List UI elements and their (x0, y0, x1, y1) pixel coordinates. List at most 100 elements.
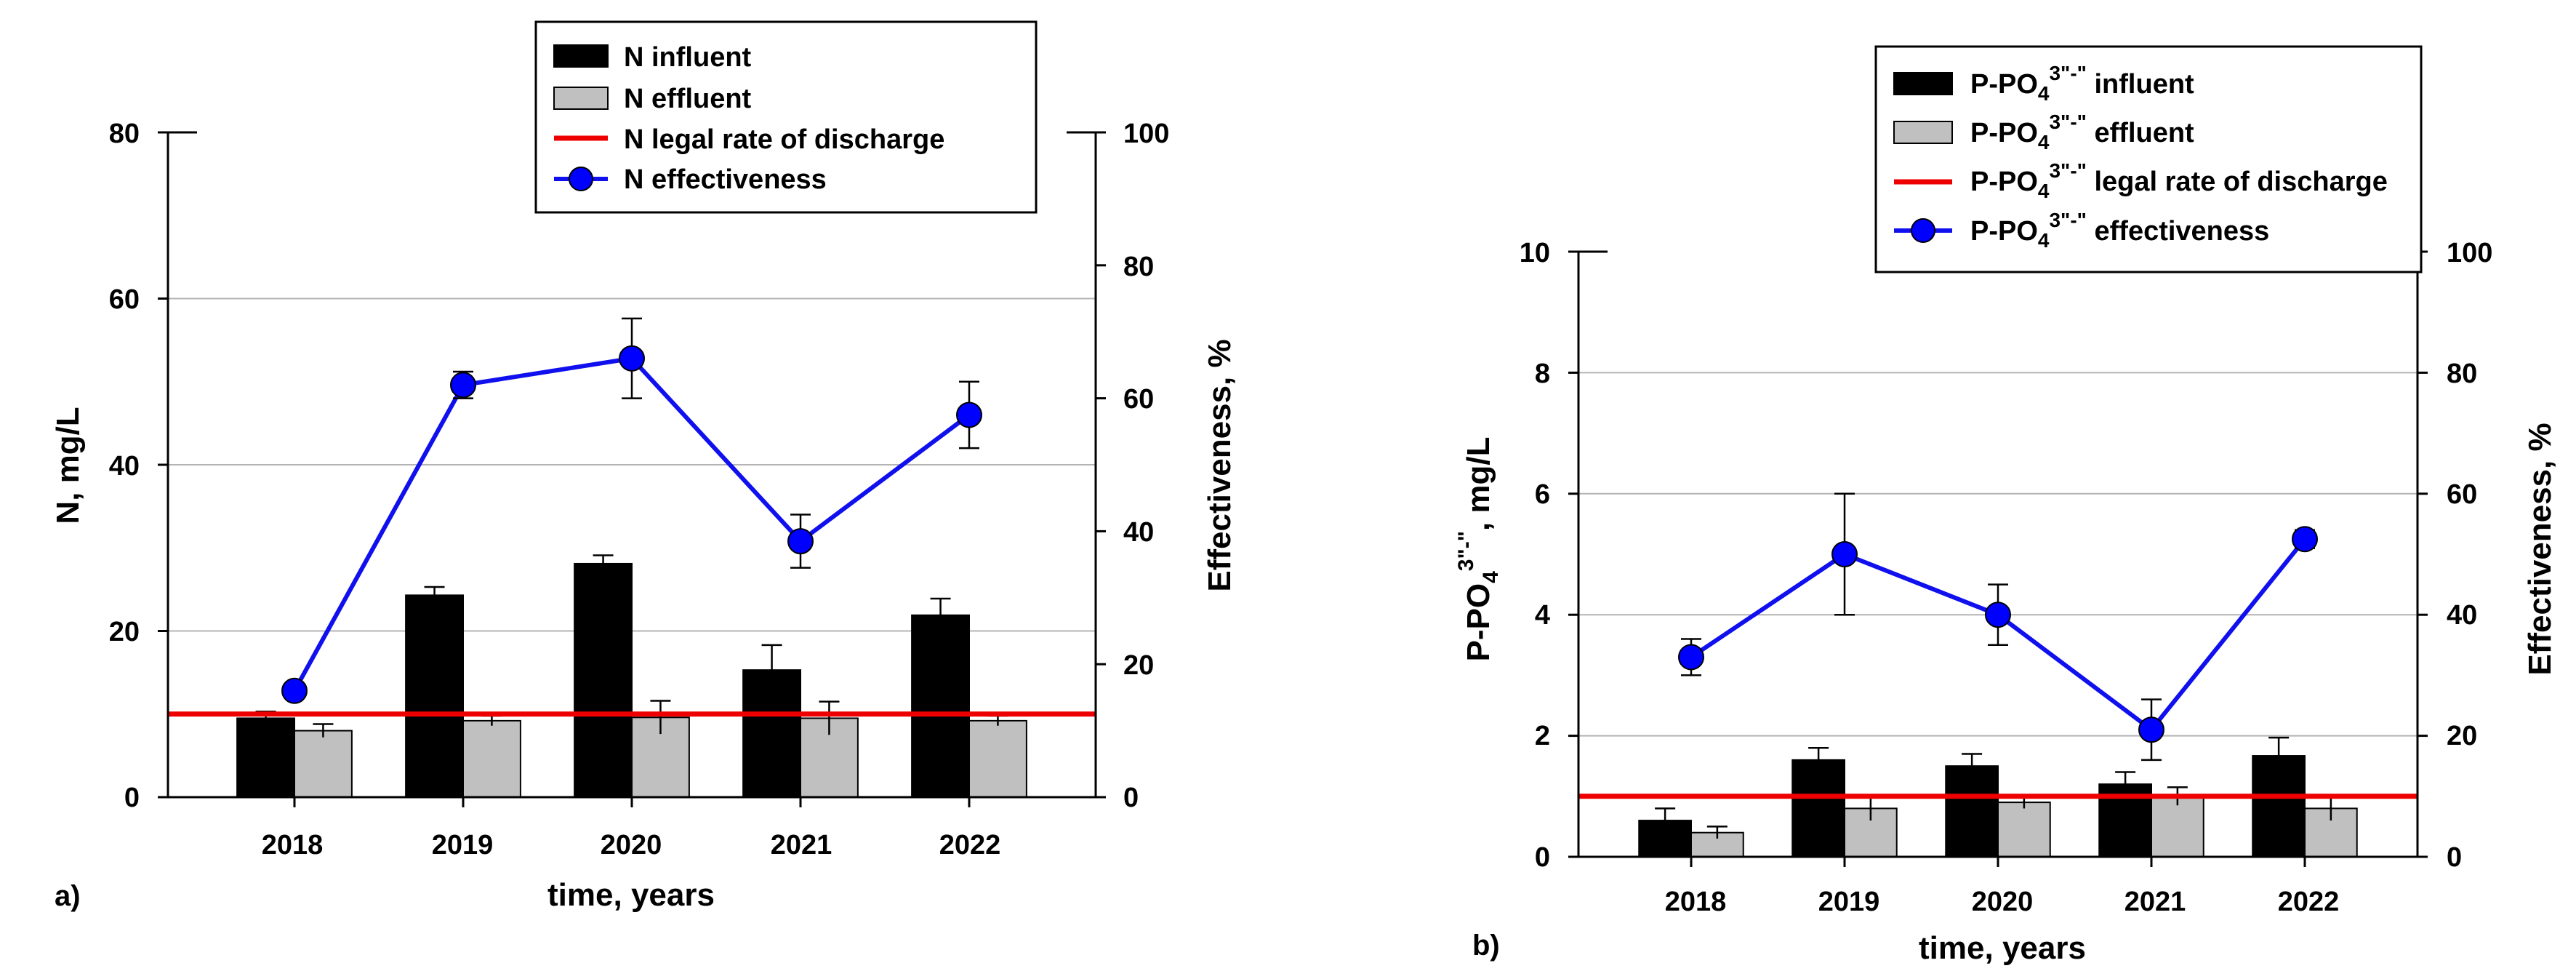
x-tick-label: 2021 (771, 830, 832, 860)
y-right-tick-label: 20 (1123, 650, 1154, 681)
y-tick-label: 4 (1535, 600, 1550, 631)
chart-panel-a: 0 20 40 60 80 0 20 40 60 80 100 2018 201… (50, 20, 1237, 913)
axes-layer (158, 131, 1106, 807)
effectiveness-point (2292, 526, 2318, 553)
legend-label-effluent: P-PO43"-" effluent (1970, 111, 2194, 153)
bar-effluent (294, 730, 353, 798)
y-right-tick-label: 40 (1123, 517, 1154, 548)
legend-swatch-effectiveness-marker (569, 167, 593, 191)
y-right-tick-label: 80 (2447, 359, 2477, 389)
x-tick-label: 2022 (2278, 887, 2340, 917)
error-bar-influent (2115, 771, 2136, 796)
error-bar-effluent (1706, 826, 1728, 839)
y-right-tick-label: 20 (2447, 721, 2477, 751)
effectiveness-point (2138, 716, 2164, 743)
y-right-tick-label: 40 (2447, 600, 2477, 631)
y-tick-label: 6 (1535, 479, 1550, 510)
y-tick-label: 0 (124, 783, 140, 813)
y-right-tick-label: 100 (2447, 238, 2492, 268)
x-tick-label: 2020 (1972, 887, 2034, 917)
legend: P-PO43"-" influent P-PO43"-" effluent P-… (1874, 45, 2423, 273)
panel-label: a) (55, 880, 81, 912)
bar-effluent (462, 719, 521, 799)
bar-influent (574, 562, 633, 799)
bar-influent (1945, 765, 1999, 858)
y-right-tick-label: 80 (1123, 252, 1154, 282)
chart-panel-b: 0 2 4 6 8 10 0 20 40 60 80 100 2018 2019… (1454, 45, 2558, 966)
y-tick-label: 0 (1535, 842, 1550, 873)
effectiveness-point (1985, 602, 2011, 628)
effectiveness-point (956, 401, 982, 428)
legend-swatch-effectiveness-marker (1911, 218, 1935, 243)
y-tick-label: 2 (1535, 721, 1550, 751)
legend-label-legal: N legal rate of discharge (624, 124, 944, 155)
y-axis-label: N, mg/L (50, 407, 86, 524)
legend-label-effluent: N effluent (624, 84, 752, 114)
effectiveness-point (1678, 644, 1704, 671)
effectiveness-layer (1678, 492, 2318, 762)
y-right-tick-label: 60 (1123, 384, 1154, 415)
bars (1638, 736, 2358, 858)
legend-box (1874, 45, 2423, 273)
y-tick-label: 80 (109, 119, 140, 149)
y-right-tick-label: 0 (1123, 783, 1139, 813)
y-right-tick-label: 0 (2447, 842, 2462, 873)
legend-swatch-effluent (553, 87, 609, 110)
x-tick-label: 2021 (2124, 887, 2186, 917)
legend-label-effectiveness: P-PO43"-" effectiveness (1970, 209, 2269, 252)
y-right-tick-label: 100 (1123, 119, 1169, 149)
effectiveness-layer (281, 317, 982, 704)
legend-label-legal: P-PO43"-" legal rate of discharge (1970, 159, 2388, 202)
y-right-axis-label: Effectiveness, % (2522, 423, 2558, 675)
legend-box (534, 20, 1038, 214)
error-bar-effluent (650, 700, 671, 735)
bar-effluent (968, 719, 1027, 799)
bar-effluent (1997, 802, 2051, 858)
effectiveness-point (281, 677, 308, 704)
error-bar-influent (593, 554, 614, 572)
error-bar-influent (761, 644, 782, 695)
legend-swatch-influent (1893, 72, 1953, 95)
error-bar-effluent (313, 723, 334, 738)
error-bar-influent (1655, 807, 1676, 833)
y-tick-label: 8 (1535, 359, 1550, 389)
error-bar-influent (930, 597, 951, 632)
legend-label-influent: P-PO43"-" influent (1970, 62, 2194, 105)
y-axis-label: P-PO43"-", mg/L (1454, 437, 1503, 662)
bar-influent (1791, 759, 1846, 858)
bar-influent (405, 594, 464, 798)
error-bar-influent (424, 586, 445, 604)
bar-influent (236, 717, 295, 799)
bar-effluent (2151, 795, 2204, 858)
x-tick-label: 2018 (262, 830, 324, 860)
y-tick-label: 20 (109, 617, 140, 647)
bar-influent (911, 614, 970, 798)
x-axis-label: time, years (1919, 930, 2086, 966)
y-right-tick-label: 60 (2447, 479, 2477, 510)
effectiveness-point (1831, 541, 1858, 567)
effectiveness-point (450, 372, 476, 399)
legend-label-effectiveness: N effectiveness (624, 164, 827, 195)
legend-label-influent: N influent (624, 42, 752, 73)
effectiveness-point (787, 528, 814, 555)
x-tick-label: 2019 (1818, 887, 1880, 917)
y-tick-label: 60 (109, 284, 140, 315)
y-tick-label: 40 (109, 451, 140, 481)
x-tick-label: 2018 (1665, 887, 1727, 917)
x-tick-label: 2020 (601, 830, 662, 860)
x-tick-label: 2022 (939, 830, 1001, 860)
effectiveness-point (619, 345, 645, 372)
error-bar-effluent (819, 700, 840, 735)
error-bar-influent (1808, 746, 1829, 772)
legend: N influent N effluent N legal rate of di… (534, 20, 1038, 214)
panel-label: b) (1472, 930, 1500, 962)
legend-swatch-effluent (1893, 121, 1953, 144)
y-tick-label: 10 (1520, 238, 1550, 268)
x-axis-label: time, years (547, 877, 715, 913)
legend-swatch-influent (553, 44, 609, 68)
error-bar-influent (1962, 753, 1983, 778)
error-bar-influent (2268, 736, 2290, 775)
y-right-axis-label: Effectiveness, % (1202, 339, 1237, 591)
x-tick-label: 2019 (432, 830, 494, 860)
